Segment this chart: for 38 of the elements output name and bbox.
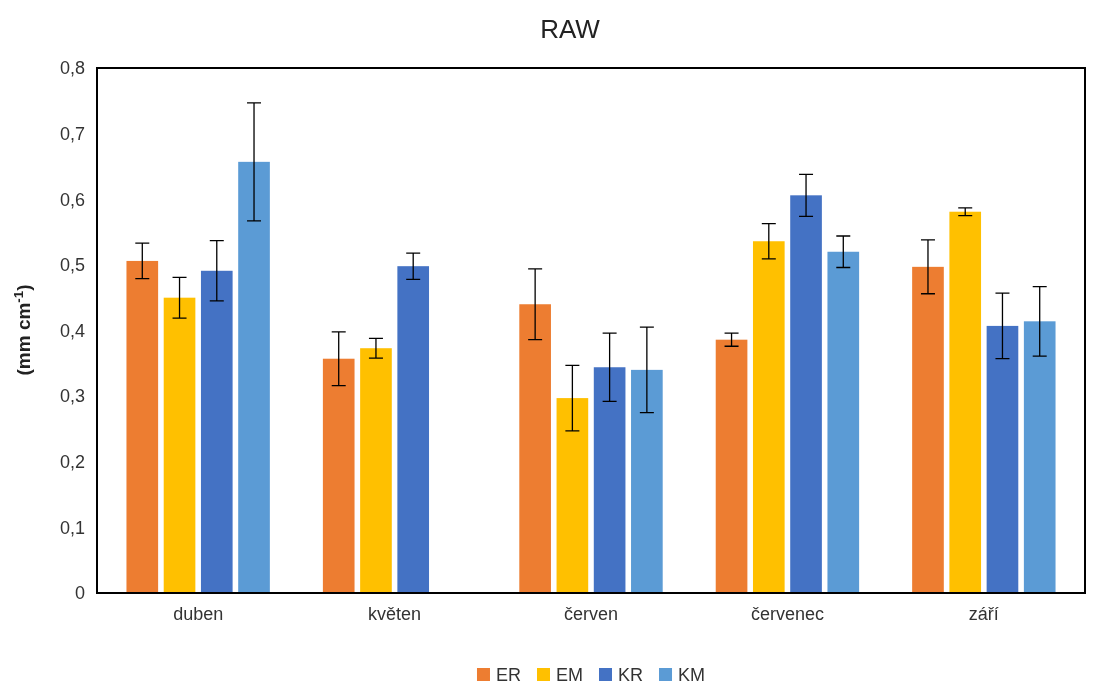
bar <box>715 339 748 593</box>
bar <box>126 260 159 593</box>
y-tick-label: 0 <box>74 583 85 604</box>
legend-label: KM <box>678 665 706 685</box>
x-tick-label: červen <box>563 603 619 624</box>
y-tick-label: 0,3 <box>59 386 85 407</box>
y-tick-label: 0,8 <box>59 58 85 79</box>
x-tick-label: květen <box>368 603 422 624</box>
bar <box>949 211 982 593</box>
legend-label: EM <box>556 665 583 685</box>
bar <box>200 270 233 593</box>
bar <box>519 304 551 593</box>
y-tick-label: 0,7 <box>59 123 85 144</box>
bar <box>163 297 196 593</box>
bar <box>397 266 430 593</box>
y-tick-label: 0,5 <box>59 255 85 276</box>
bar <box>752 241 785 593</box>
bar <box>360 348 392 593</box>
bar <box>986 325 1019 593</box>
bar <box>790 195 822 593</box>
bar <box>912 266 944 593</box>
bar <box>631 369 663 593</box>
bar <box>322 358 355 593</box>
legend-label: KR <box>618 665 644 685</box>
y-tick-label: 0,1 <box>59 517 85 538</box>
x-tick-label: září <box>968 603 999 624</box>
bar <box>1023 321 1056 593</box>
x-tick-label: červenec <box>750 603 824 624</box>
y-tick-label: 0,4 <box>59 320 85 341</box>
bar <box>238 161 270 593</box>
y-tick-label: 0,6 <box>59 189 85 210</box>
legend-label: ER <box>495 665 521 685</box>
bar <box>593 367 626 593</box>
y-tick-label: 0,2 <box>59 452 85 473</box>
bar <box>556 398 589 593</box>
bar <box>827 251 860 593</box>
x-tick-label: duben <box>173 603 224 624</box>
chart-title: RAW <box>540 14 601 44</box>
